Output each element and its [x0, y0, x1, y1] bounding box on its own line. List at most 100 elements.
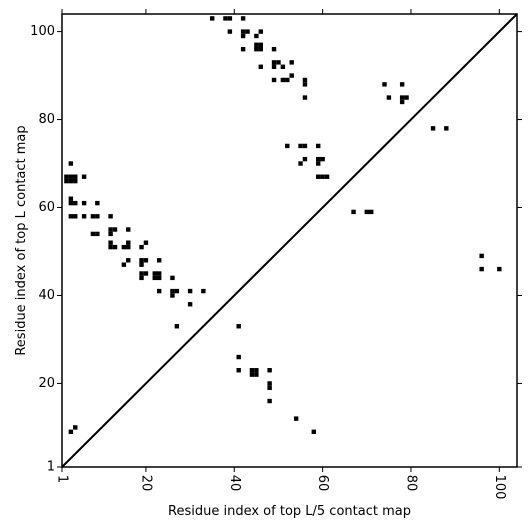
contact-mark — [254, 368, 259, 373]
contact-mark — [227, 16, 233, 21]
contact-mark — [320, 156, 325, 162]
contact-mark — [364, 209, 370, 215]
contact-mark — [139, 244, 144, 250]
contact-mark — [280, 64, 286, 69]
contact-mark — [143, 271, 149, 276]
contact-mark — [95, 214, 100, 219]
diagonal-line — [61, 13, 518, 468]
contact-mark — [170, 293, 175, 298]
contact-mark — [174, 288, 180, 294]
y-axis: 1 20 40 60 80 100 — [30, 24, 522, 475]
y-tick-label: 60 — [38, 200, 55, 215]
contact-mark — [285, 143, 290, 149]
contact-mark — [95, 200, 100, 206]
contact-mark — [187, 302, 193, 307]
plot-area — [61, 13, 518, 468]
y-tick-label: 20 — [38, 376, 55, 391]
contact-mark — [170, 275, 175, 281]
contact-mark — [187, 288, 193, 294]
contact-mark — [399, 95, 405, 100]
contact-mark — [126, 258, 131, 263]
contact-mark — [258, 42, 263, 47]
contact-mark — [479, 266, 484, 272]
y-tick-label: 40 — [38, 288, 55, 303]
x-tick-label: 100 — [492, 475, 507, 500]
contact-mark — [320, 174, 325, 179]
contact-mark — [236, 368, 241, 373]
contact-mark — [302, 143, 308, 149]
contact-mark — [73, 178, 78, 184]
contact-mark — [240, 16, 246, 21]
contact-mark — [240, 29, 246, 34]
contact-mark — [174, 324, 180, 329]
contact-mark — [399, 99, 405, 105]
contact-mark — [143, 240, 149, 245]
contact-mark — [201, 288, 206, 294]
contact-mark — [73, 425, 78, 430]
contact-mark — [95, 231, 100, 237]
contact-mark — [209, 16, 215, 21]
contact-mark — [73, 174, 78, 179]
contact-mark — [139, 258, 144, 263]
contact-mark — [121, 244, 127, 250]
contact-mark — [404, 95, 409, 100]
contact-mark — [289, 60, 294, 65]
contact-mark — [139, 271, 144, 276]
contact-mark — [293, 416, 299, 421]
x-tick-label: 1 — [55, 475, 70, 483]
x-tick-label: 80 — [403, 475, 418, 492]
contact-mark — [112, 227, 118, 232]
lower-triangle-contacts — [64, 161, 317, 435]
contact-mark — [108, 240, 113, 245]
contact-mark — [139, 275, 144, 281]
contact-mark — [152, 271, 157, 276]
contact-mark — [64, 178, 69, 184]
y-axis-label: Residue index of top L contact map — [14, 125, 29, 355]
contact-mark — [68, 429, 74, 435]
x-tick-label: 20 — [138, 475, 153, 492]
contact-mark — [81, 214, 87, 219]
contact-mark — [382, 82, 387, 87]
contact-mark — [276, 60, 281, 65]
contact-mark — [156, 271, 162, 276]
contact-mark — [316, 161, 321, 166]
contact-mark — [298, 143, 303, 149]
upper-triangle-contacts — [209, 16, 502, 272]
y-tick-label: 1 — [47, 460, 55, 475]
contact-mark — [223, 16, 228, 21]
contact-mark — [240, 46, 246, 52]
contact-mark — [126, 240, 131, 245]
contact-mark — [271, 60, 277, 65]
contact-mark — [90, 214, 96, 219]
contact-mark — [68, 196, 74, 201]
contact-mark — [497, 266, 502, 272]
contact-mark — [64, 174, 69, 179]
contact-mark — [126, 227, 131, 232]
contact-mark — [430, 126, 436, 131]
contact-mark — [258, 46, 263, 52]
contact-mark — [170, 288, 175, 294]
contact-mark — [156, 275, 162, 281]
contact-mark — [267, 381, 272, 386]
contact-mark — [254, 42, 259, 47]
contact-mark — [139, 262, 144, 267]
contact-mark — [316, 156, 321, 162]
contact-mark — [311, 429, 317, 435]
contact-mark — [267, 398, 272, 404]
contact-mark — [240, 33, 246, 39]
contact-mark — [236, 354, 241, 360]
contact-mark — [156, 258, 162, 263]
contact-mark — [108, 231, 113, 237]
contact-mark — [227, 29, 233, 34]
contact-mark — [68, 178, 74, 184]
contact-mark — [249, 368, 255, 373]
contact-mark — [249, 372, 255, 377]
contact-mark — [90, 231, 96, 237]
contact-mark — [399, 82, 405, 87]
contact-mark — [254, 46, 259, 52]
contact-mark — [280, 77, 286, 83]
contact-mark — [121, 262, 127, 267]
contact-mark — [73, 214, 78, 219]
contact-mark — [254, 33, 259, 39]
contact-mark — [316, 143, 321, 149]
